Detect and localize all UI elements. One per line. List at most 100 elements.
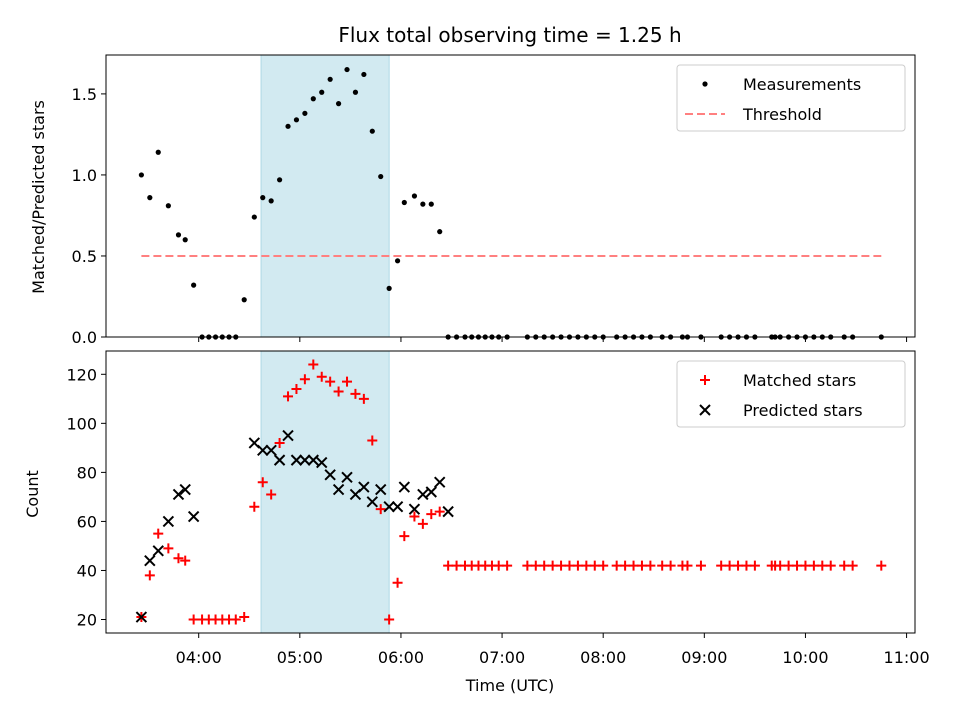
x-tick-label: 07:00 <box>479 648 525 667</box>
matched-point <box>426 509 437 520</box>
measurement-point <box>147 195 153 201</box>
measurement-point <box>155 149 161 155</box>
y-tick: 120 <box>66 365 106 384</box>
matched-point <box>817 560 828 571</box>
predicted-point <box>425 486 437 498</box>
predicted-point <box>324 469 336 481</box>
y-tick: 40 <box>77 561 106 580</box>
matched-point <box>581 560 592 571</box>
legend-item: Predicted stars <box>699 401 863 420</box>
y-tick-label: 20 <box>77 611 97 630</box>
matched-point <box>409 511 420 522</box>
matched-point <box>417 518 428 529</box>
matched-point <box>308 359 319 370</box>
matched-point <box>180 555 191 566</box>
matched-point <box>434 506 445 517</box>
predicted-point <box>299 454 311 466</box>
x-tick: 06:00 <box>378 633 424 667</box>
matched-point <box>825 560 836 571</box>
measurement-point <box>310 96 316 102</box>
matched-point <box>657 560 668 571</box>
predicted-point <box>408 503 421 515</box>
predicted-point <box>442 505 454 518</box>
measurement-point <box>138 172 144 178</box>
x-tick: 10:00 <box>782 633 829 667</box>
measurement-point <box>344 66 350 73</box>
series-matched-stars <box>136 359 887 625</box>
predicted-point <box>383 501 395 513</box>
matched-point <box>800 560 811 571</box>
predicted-point <box>179 483 191 496</box>
matched-point <box>724 560 735 571</box>
measurement-point <box>268 198 274 204</box>
legend: Measurements Threshold <box>676 64 906 132</box>
measurement-point <box>182 237 188 243</box>
predicted-point <box>265 444 277 457</box>
x-tick: 05:00 <box>277 633 323 667</box>
matched-point <box>350 388 361 399</box>
matched-point <box>451 560 462 571</box>
y-axis-label-top: Matched/Predicted stars <box>29 100 48 294</box>
x-tick-label: 06:00 <box>378 648 424 667</box>
matched-point <box>783 560 794 571</box>
predicted-point <box>341 471 353 483</box>
measurement-point <box>352 89 359 95</box>
matched-point <box>876 560 887 571</box>
measurement-point <box>386 285 392 291</box>
legend-marker <box>700 375 710 385</box>
legend-marker <box>702 81 708 87</box>
measurement-point <box>302 110 308 116</box>
measurement-point <box>327 76 333 82</box>
x-tick-label: 11:00 <box>884 648 930 667</box>
predicted-point <box>307 454 320 466</box>
predicted-point <box>290 454 303 466</box>
matched-point <box>325 376 336 387</box>
legend-item: Measurements <box>702 75 861 94</box>
y-tick-label: 1.0 <box>72 166 97 185</box>
matched-point <box>733 560 744 571</box>
measurement-point <box>437 229 443 235</box>
y-tick-label: 0.5 <box>72 247 97 266</box>
axes-frame <box>105 54 916 338</box>
measurement-point <box>175 232 182 238</box>
predicted-point <box>273 454 286 466</box>
matched-point <box>333 386 344 397</box>
predicted-point <box>391 501 404 513</box>
measurement-point <box>420 201 426 207</box>
top-panel: 0.0 0.5 1.0 1.5 Measurements Threshold <box>72 54 916 347</box>
chart-title: Flux total observing time = 1.25 h <box>338 23 681 47</box>
legend: Matched stars Predicted stars <box>676 360 906 428</box>
highlight-span <box>260 54 390 338</box>
matched-point <box>808 560 819 571</box>
predicted-point <box>316 456 328 469</box>
matched-point <box>741 560 752 571</box>
measurement-point <box>401 199 407 206</box>
matched-point <box>367 435 378 446</box>
measurement-point <box>241 297 247 303</box>
measurement-point <box>378 173 384 180</box>
y-tick: 20 <box>77 611 106 630</box>
y-tick-label: 1.5 <box>72 85 97 104</box>
y-tick: 80 <box>77 463 106 482</box>
y-tick-label: 80 <box>77 463 97 482</box>
y-tick: 1.0 <box>72 166 106 185</box>
matched-point <box>547 560 558 571</box>
matched-point <box>556 560 567 571</box>
matched-point <box>665 560 676 571</box>
predicted-point <box>152 545 164 557</box>
matched-point <box>230 614 241 625</box>
measurement-point <box>428 201 434 207</box>
matched-point <box>564 560 575 571</box>
measurement-point <box>276 177 283 183</box>
matched-point <box>291 384 302 395</box>
x-tick: 11:00 <box>884 633 930 667</box>
measurement-point <box>369 128 375 134</box>
predicted-point <box>172 488 185 501</box>
y-tick-label: 120 <box>66 365 97 384</box>
matched-point <box>358 393 369 404</box>
matched-point <box>695 560 706 571</box>
x-tick: 07:00 <box>479 633 525 667</box>
predicted-point <box>417 488 429 501</box>
legend-label: Threshold <box>742 105 822 124</box>
predicted-point <box>144 554 156 567</box>
